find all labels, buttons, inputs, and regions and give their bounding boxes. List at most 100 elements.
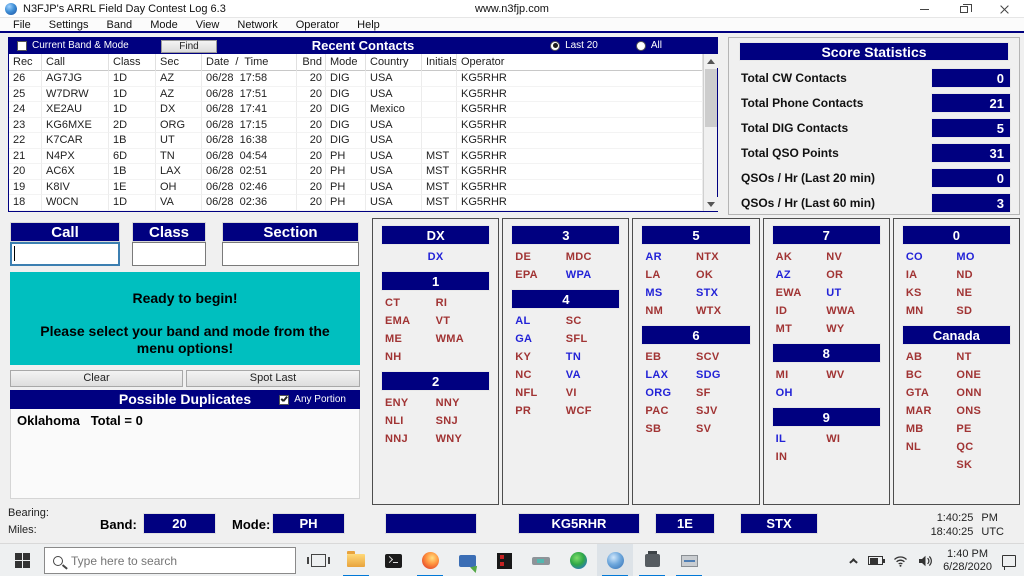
globe-app-button[interactable] — [560, 544, 596, 576]
column-header-sec[interactable]: Sec — [156, 54, 202, 71]
any-portion-checkbox[interactable]: Any Portion — [279, 394, 346, 405]
score-stat-label: Total CW Contacts — [741, 71, 847, 85]
section-nv: NV — [826, 251, 843, 263]
cell: K8IV — [42, 179, 109, 195]
column-header-bnd[interactable]: Bnd — [297, 54, 326, 71]
score-statistics-rows: Total CW Contacts 0 Total Phone Contacts 21… — [739, 66, 1011, 216]
menu-settings[interactable]: Settings — [48, 18, 89, 31]
cell — [42, 210, 109, 211]
column-header-rec[interactable]: Rec — [9, 54, 42, 71]
spot-last-button[interactable]: Spot Last — [186, 370, 360, 387]
table-row[interactable]: 26 AG7JG 1D AZ 06/28 17:58 20 DIG USA KG5RHR — [9, 71, 704, 87]
restore-icon — [960, 3, 972, 13]
cell: 06/28 17:51 — [202, 86, 297, 102]
start-button[interactable] — [0, 544, 44, 576]
cell: 06/28 17:58 — [202, 71, 297, 87]
column-header-country[interactable]: Country — [366, 54, 422, 71]
table-row[interactable]: 22 K7CAR 1B UT 06/28 16:38 20 DIG USA KG5RHR — [9, 133, 704, 149]
n3fjp-app-button[interactable] — [597, 544, 633, 576]
score-statistics-title: Score Statistics — [739, 42, 1009, 61]
section-input[interactable] — [222, 242, 359, 266]
section-wy: WY — [826, 323, 845, 335]
section-il: IL — [775, 433, 786, 445]
terminal-button[interactable] — [375, 544, 411, 576]
table-scrollbar[interactable] — [703, 54, 718, 211]
status-message-line1: Ready to begin! — [132, 290, 238, 306]
section-sfl: SFL — [565, 333, 588, 345]
find-button[interactable]: Find — [161, 40, 217, 53]
menu-operator[interactable]: Operator — [295, 18, 340, 31]
table-row[interactable]: 18 W0CN 1D VA 06/28 02:36 20 PH USA MST KG5RHR — [9, 195, 704, 211]
menu-bar: File Settings Band Mode View Network Operator H… — [0, 18, 1024, 33]
table-row[interactable]: 21 N4PX 6D TN 06/28 04:54 20 PH USA MST KG5RHR — [9, 148, 704, 164]
local-time: 1:40:25 — [936, 512, 974, 524]
cell: USA — [366, 195, 422, 211]
media-app-button[interactable] — [486, 544, 522, 576]
firefox-button[interactable] — [412, 544, 448, 576]
scroll-down-icon[interactable] — [704, 197, 718, 211]
scroll-up-icon[interactable] — [704, 54, 718, 68]
cell: 20 — [297, 195, 326, 211]
section-wma: WMA — [435, 333, 464, 345]
column-header-operator[interactable]: Operator — [457, 54, 703, 71]
close-button[interactable] — [984, 0, 1024, 18]
menu-network[interactable]: Network — [237, 18, 278, 31]
sections-grid: DX DX 1 CT RI EMA VT ME WMA NH 2 ENY NNY NLI SNJ NNJ WNY… — [372, 218, 1021, 505]
filter-last20-radio[interactable]: Last 20 — [550, 40, 598, 51]
tray-expand-icon[interactable] — [849, 558, 858, 564]
filter-all-radio[interactable]: All — [635, 40, 662, 51]
score-stat-value: 31 — [931, 143, 1011, 163]
action-center-icon[interactable] — [1002, 554, 1016, 570]
cell: 06/28 02:46 — [202, 179, 297, 195]
cell: 23 — [9, 117, 42, 133]
radio-selected-dot — [552, 43, 558, 48]
system-monitor-button[interactable] — [671, 544, 707, 576]
section-ar: AR — [645, 251, 662, 263]
section-sk: SK — [956, 459, 973, 471]
table-row[interactable]: 20 AC6X 1B LAX 06/28 02:51 20 PH USA MST KG5RHR — [9, 164, 704, 180]
battery-icon[interactable] — [868, 556, 886, 565]
remote-desktop-button[interactable] — [449, 544, 485, 576]
terminal-icon — [384, 553, 402, 568]
menu-band[interactable]: Band — [106, 18, 133, 31]
cell: ORG — [156, 117, 202, 133]
section-va: VA — [565, 369, 581, 381]
table-row[interactable]: 19 K8IV 1E OH 06/28 02:46 20 PH USA MST KG5RHR — [9, 179, 704, 195]
menu-help[interactable]: Help — [357, 18, 380, 31]
menu-mode[interactable]: Mode — [150, 18, 178, 31]
table-row[interactable]: 23 KG6MXE 2D ORG 06/28 17:15 20 DIG USA KG5RHR — [9, 117, 704, 133]
taskbar-search[interactable] — [44, 547, 296, 574]
device-app-button[interactable] — [634, 544, 670, 576]
minimize-button[interactable] — [904, 0, 944, 18]
clear-button[interactable]: Clear — [10, 370, 183, 387]
section-ct: CT — [385, 297, 401, 309]
cell: W7DRW — [42, 86, 109, 102]
table-row[interactable]: 25 W7DRW 1D AZ 06/28 17:51 20 DIG USA KG5RHR — [9, 86, 704, 102]
file-explorer-button[interactable] — [338, 544, 374, 576]
column-header-initials[interactable]: Initials — [422, 54, 457, 71]
menu-file[interactable]: File — [13, 18, 31, 31]
section-nli: NLI — [385, 415, 404, 427]
column-header-date-time[interactable]: Date / Time — [202, 54, 297, 71]
task-view-button[interactable] — [300, 544, 336, 576]
section-sdg: SDG — [696, 369, 721, 381]
menu-view[interactable]: View — [195, 18, 220, 31]
call-input[interactable] — [10, 242, 120, 266]
search-input[interactable] — [71, 553, 261, 568]
restore-button[interactable] — [944, 0, 984, 18]
current-band-mode-checkbox[interactable] — [17, 40, 27, 51]
column-header-call[interactable]: Call — [42, 54, 109, 71]
score-stat-value: 5 — [931, 118, 1011, 138]
section-mi: MI — [775, 369, 789, 381]
column-header-class[interactable]: Class — [109, 54, 156, 71]
usb-drive-button[interactable] — [523, 544, 559, 576]
scrollbar-thumb[interactable] — [705, 69, 717, 127]
taskbar-clock[interactable]: 1:40 PM 6/28/2020 — [943, 548, 992, 574]
score-stat-row: Total QSO Points 31 — [739, 141, 1011, 166]
table-row[interactable]: 24 XE2AU 1D DX 06/28 17:41 20 DIG Mexico KG5RHR — [9, 102, 704, 118]
column-header-mode[interactable]: Mode — [326, 54, 366, 71]
wifi-icon[interactable] — [893, 555, 908, 567]
section-column-2: 5 AR NTX LA OK MS STX NM WTX 6 EB SCV LAX SDG ORG SF PAC… — [632, 218, 760, 505]
class-input[interactable] — [132, 242, 206, 266]
volume-icon[interactable] — [918, 555, 933, 567]
